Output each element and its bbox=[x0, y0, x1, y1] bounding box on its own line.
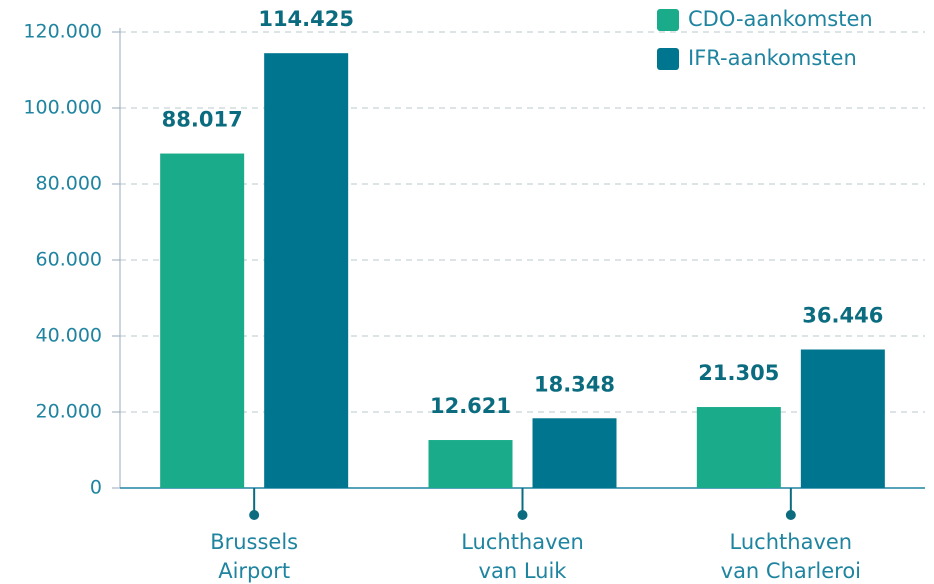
legend-swatch bbox=[657, 9, 679, 31]
y-tick-label: 80.000 bbox=[36, 173, 102, 195]
legend-swatch bbox=[657, 48, 679, 70]
x-tick-label: Luchthaven van Charleroi bbox=[721, 530, 861, 583]
x-tick-label-line: Luchthaven bbox=[730, 530, 853, 554]
value-label: 18.348 bbox=[534, 372, 615, 396]
y-tick-label: 40.000 bbox=[36, 325, 102, 347]
legend-label: CDO-aankomsten bbox=[688, 7, 873, 31]
legend-label: IFR-aankomsten bbox=[688, 46, 857, 70]
bar bbox=[532, 418, 617, 488]
y-tick-label: 120.000 bbox=[23, 21, 102, 43]
bar bbox=[160, 153, 245, 488]
y-tick-label: 60.000 bbox=[36, 249, 102, 271]
value-label: 12.621 bbox=[430, 394, 511, 418]
bar bbox=[800, 349, 885, 488]
x-tick-label-line: Luchthaven bbox=[461, 530, 584, 554]
x-tick-label-line: van Charleroi bbox=[721, 559, 861, 583]
y-tick-label: 20.000 bbox=[36, 401, 102, 423]
y-tick-label: 100.000 bbox=[23, 97, 102, 119]
category-dot bbox=[517, 510, 528, 520]
value-label: 114.425 bbox=[258, 7, 354, 31]
x-tick-label: Brussels Airport bbox=[210, 530, 298, 583]
bar bbox=[264, 53, 349, 489]
x-tick-label-line: van Luik bbox=[479, 559, 568, 583]
bar bbox=[696, 407, 781, 488]
value-label: 36.446 bbox=[802, 304, 883, 328]
x-tick-label-line: Airport bbox=[218, 559, 290, 583]
bar bbox=[428, 440, 513, 488]
value-label: 21.305 bbox=[698, 361, 779, 385]
category-dot bbox=[785, 510, 796, 520]
x-tick-label-line: Brussels bbox=[210, 530, 298, 554]
x-tick-label: Luchthaven van Luik bbox=[461, 530, 584, 583]
y-tick-label: 0 bbox=[90, 477, 102, 499]
value-label: 88.017 bbox=[162, 108, 243, 132]
category-dot bbox=[249, 510, 260, 520]
